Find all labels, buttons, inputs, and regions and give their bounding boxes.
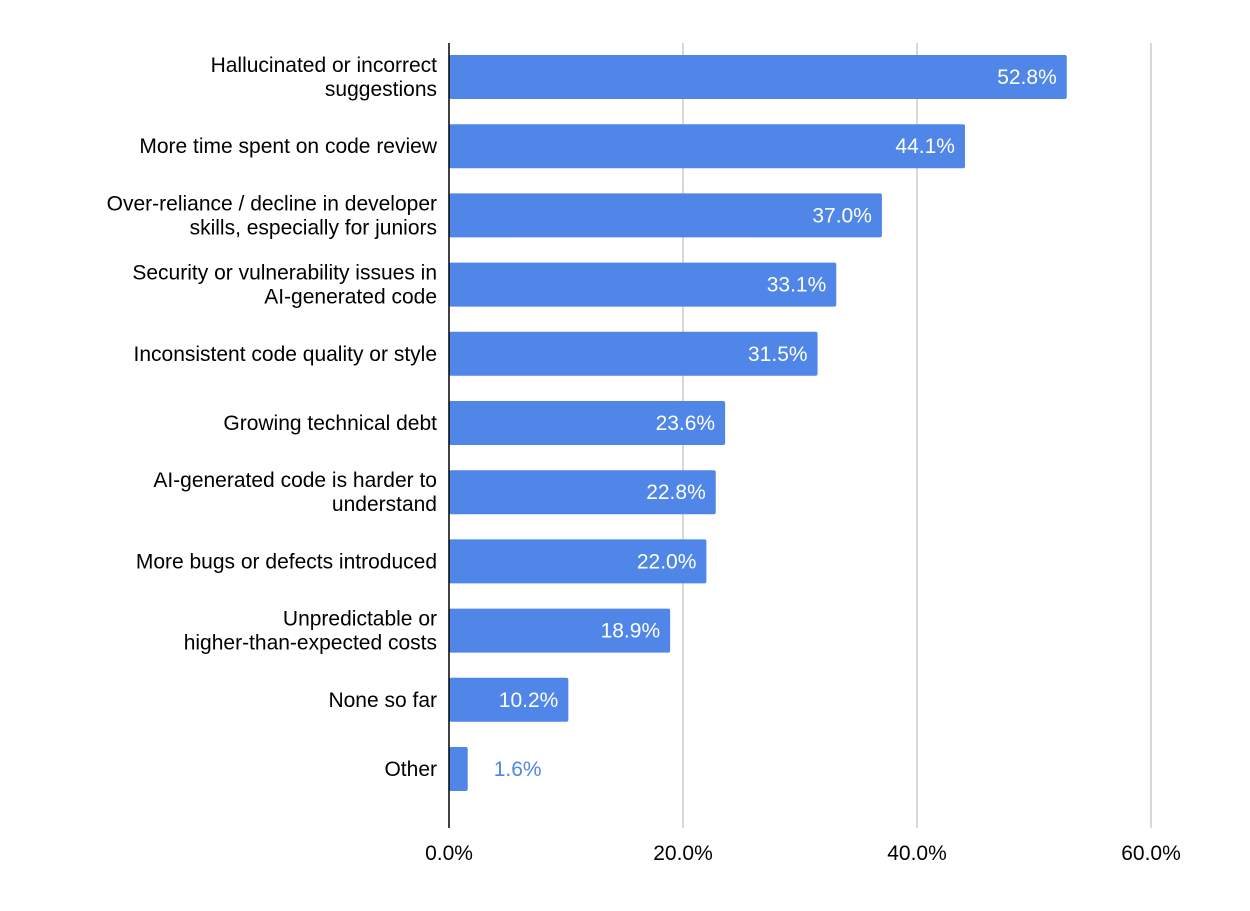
category-label: Over-reliance / decline in developer	[107, 192, 437, 215]
category-label: None so far	[328, 689, 437, 712]
data-label: 18.9%	[601, 620, 661, 643]
category-label: Unpredictable or	[283, 608, 437, 631]
bar	[449, 331, 818, 376]
category-label: skills, especially for juniors	[190, 216, 437, 239]
bar	[449, 401, 726, 445]
data-label: 10.2%	[499, 689, 559, 712]
category-label: understand	[332, 493, 437, 516]
bar	[449, 470, 716, 515]
bar	[449, 193, 882, 238]
data-label: 1.6%	[494, 758, 542, 781]
x-tick-label: 40.0%	[887, 842, 947, 865]
category-label: AI-generated code	[264, 286, 437, 309]
category-label: higher-than-expected costs	[184, 632, 437, 655]
data-label: 22.8%	[646, 481, 706, 504]
category-label: More bugs or defects introduced	[136, 550, 437, 573]
bar	[449, 677, 569, 722]
category-label: Other	[384, 758, 437, 781]
bar	[449, 124, 965, 169]
bars	[449, 55, 1067, 791]
category-label: AI-generated code is harder to	[153, 469, 437, 492]
x-tick-label: 20.0%	[653, 842, 713, 865]
bar	[449, 608, 671, 653]
category-label: suggestions	[325, 78, 437, 101]
category-label: More time spent on code review	[139, 135, 437, 158]
value-labels: 52.8% 44.1% 37.0% 33.1% 31.5% 23.6% 22.8% 22.0%…	[494, 66, 1057, 781]
bar	[449, 262, 837, 307]
bar	[449, 55, 1067, 99]
bar	[449, 539, 707, 584]
x-tick-label: 0.0%	[425, 842, 473, 865]
category-label: Inconsistent code quality or style	[134, 343, 438, 366]
data-label: 37.0%	[812, 204, 872, 227]
category-label: Security or vulnerability issues in	[132, 262, 437, 285]
bar	[449, 747, 468, 791]
category-label: Growing technical debt	[223, 412, 437, 435]
category-label: Hallucinated or incorrect	[211, 54, 438, 77]
data-label: 44.1%	[895, 135, 955, 158]
data-label: 52.8%	[997, 66, 1057, 89]
x-tick-label: 60.0%	[1121, 842, 1181, 865]
data-label: 31.5%	[748, 343, 808, 366]
data-label: 22.0%	[637, 550, 697, 573]
x-axis-ticks: 0.0% 20.0% 40.0% 60.0%	[425, 842, 1181, 865]
data-label: 23.6%	[656, 412, 716, 435]
data-label: 33.1%	[767, 274, 827, 297]
